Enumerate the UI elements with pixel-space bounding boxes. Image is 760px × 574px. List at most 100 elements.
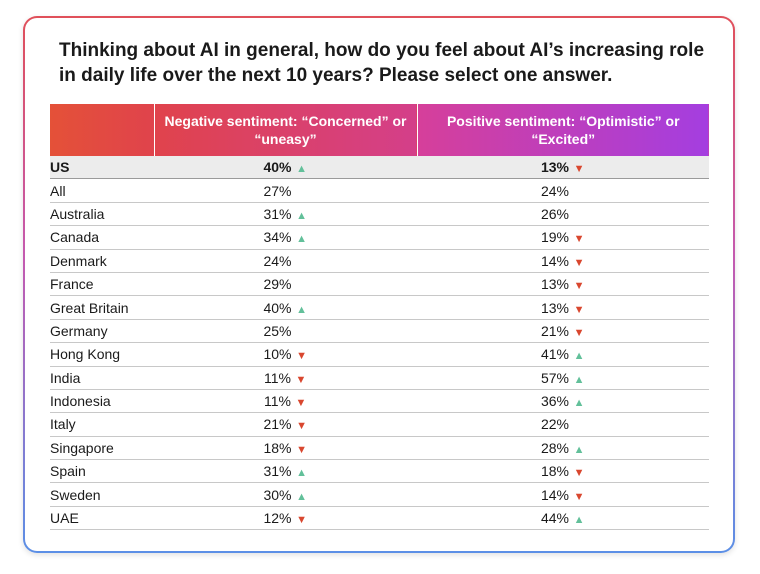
- positive-cell: 26%: [417, 202, 709, 227]
- negative-cell: 30% ▲: [154, 482, 417, 507]
- negative-value: 34%: [263, 229, 292, 246]
- arrow-down-icon: ▼: [573, 326, 585, 339]
- negative-cell: 24%: [154, 249, 417, 273]
- header-row: Negative sentiment: “Concerned” or “unea…: [50, 104, 709, 156]
- arrow-up-icon: ▲: [296, 233, 307, 246]
- table-row: US 40% ▲ 13% ▼: [50, 156, 709, 180]
- negative-cell: 25%: [154, 319, 417, 344]
- negative-cell: 40% ▲: [154, 295, 417, 320]
- positive-value: 18%: [540, 463, 570, 480]
- country-cell: Sweden: [50, 482, 154, 507]
- negative-cell: 11% ▼: [154, 389, 417, 414]
- negative-cell: 18% ▼: [154, 436, 417, 461]
- positive-cell: 14% ▼: [417, 249, 709, 273]
- positive-value: 13%: [540, 159, 570, 176]
- country-cell: Indonesia: [50, 389, 154, 414]
- country-cell: US: [50, 156, 154, 180]
- positive-value: 24%: [540, 182, 570, 199]
- positive-value: 14%: [540, 252, 570, 269]
- table-row: All 27% 24%: [50, 178, 709, 203]
- negative-value: 24%: [263, 252, 292, 269]
- header-positive: Positive sentiment: “Optimistic” or “Exc…: [416, 104, 709, 156]
- negative-value: 30%: [263, 486, 292, 503]
- negative-value: 11%: [264, 369, 291, 386]
- country-cell: Australia: [50, 202, 154, 227]
- positive-cell: 22%: [417, 412, 709, 437]
- card: Thinking about AI in general, how do you…: [25, 18, 733, 551]
- header-country: [50, 104, 154, 156]
- country-cell: Singapore: [50, 436, 154, 461]
- negative-value: 29%: [263, 276, 292, 293]
- negative-value: 11%: [264, 393, 291, 410]
- country-cell: Germany: [50, 319, 154, 344]
- country-cell: Spain: [50, 459, 154, 484]
- table-row: Australia 31% ▲ 26%: [50, 202, 709, 227]
- arrow-up-icon: ▲: [296, 163, 307, 176]
- arrow-up-icon: ▲: [296, 209, 307, 222]
- arrow-down-icon: ▼: [573, 233, 585, 246]
- arrow-down-icon: ▼: [573, 467, 585, 480]
- country-cell: All: [50, 178, 154, 203]
- table-row: Germany 25% 21% ▼: [50, 319, 709, 344]
- positive-cell: 57% ▲: [417, 366, 709, 390]
- negative-cell: 21% ▼: [154, 412, 417, 437]
- negative-value: 18%: [263, 439, 292, 456]
- arrow-down-icon: ▼: [295, 373, 307, 386]
- country-cell: India: [50, 366, 154, 390]
- arrow-down-icon: ▼: [573, 490, 585, 503]
- negative-value: 25%: [263, 322, 292, 339]
- table-row: Canada 34% ▲ 19% ▼: [50, 225, 709, 250]
- table-row: France 29% 13% ▼: [50, 272, 709, 297]
- arrow-down-icon: ▼: [296, 420, 307, 433]
- negative-value: 27%: [263, 182, 292, 199]
- country-cell: Great Britain: [50, 295, 154, 320]
- negative-cell: 34% ▲: [154, 225, 417, 250]
- arrow-down-icon: ▼: [295, 397, 307, 410]
- positive-value: 57%: [540, 369, 570, 386]
- negative-value: 40%: [263, 159, 292, 176]
- negative-cell: 27%: [154, 178, 417, 203]
- arrow-down-icon: ▼: [573, 256, 585, 269]
- arrow-up-icon: ▲: [573, 350, 585, 363]
- arrow-down-icon: ▼: [296, 350, 307, 363]
- arrow-down-icon: ▼: [573, 280, 585, 293]
- negative-cell: 12% ▼: [154, 506, 417, 531]
- negative-cell: 31% ▲: [154, 202, 417, 227]
- table-body: US 40% ▲ 13% ▼ All 27% 24% Australia 31% ▲ 26% Canad…: [50, 156, 709, 531]
- card-frame: Thinking about AI in general, how do you…: [23, 16, 735, 553]
- negative-value: 31%: [263, 205, 292, 222]
- table-row: Indonesia 11% ▼ 36% ▲: [50, 389, 709, 414]
- table-row: Hong Kong 10% ▼ 41% ▲: [50, 342, 709, 367]
- arrow-up-icon: ▲: [296, 467, 307, 480]
- arrow-up-icon: ▲: [573, 443, 585, 456]
- negative-value: 12%: [263, 510, 292, 527]
- negative-cell: 29%: [154, 272, 417, 297]
- arrow-up-icon: ▲: [296, 490, 307, 503]
- arrow-down-icon: ▼: [296, 443, 307, 456]
- positive-cell: 14% ▼: [417, 482, 709, 507]
- positive-cell: 19% ▼: [417, 225, 709, 250]
- positive-cell: 21% ▼: [417, 319, 709, 344]
- table-row: Singapore 18% ▼ 28% ▲: [50, 436, 709, 461]
- negative-value: 31%: [263, 463, 292, 480]
- country-cell: Hong Kong: [50, 342, 154, 367]
- negative-value: 40%: [263, 299, 292, 316]
- negative-cell: 40% ▲: [154, 156, 417, 180]
- positive-value: 19%: [540, 229, 570, 246]
- arrow-up-icon: ▲: [573, 514, 585, 527]
- positive-cell: 44% ▲: [417, 506, 709, 531]
- table-row: Spain 31% ▲ 18% ▼: [50, 459, 709, 484]
- positive-cell: 36% ▲: [417, 389, 709, 414]
- arrow-up-icon: ▲: [296, 303, 307, 316]
- chart-title: Thinking about AI in general, how do you…: [59, 40, 705, 86]
- table-row: India 11% ▼ 57% ▲: [50, 366, 709, 390]
- header-negative: Negative sentiment: “Concerned” or “unea…: [153, 104, 417, 156]
- table-row: UAE 12% ▼ 44% ▲: [50, 506, 709, 531]
- arrow-up-icon: ▲: [573, 373, 585, 386]
- positive-value: 28%: [540, 439, 570, 456]
- country-cell: UAE: [50, 506, 154, 531]
- country-cell: Denmark: [50, 249, 154, 273]
- arrow-down-icon: ▼: [573, 163, 585, 176]
- negative-value: 21%: [263, 416, 292, 433]
- positive-value: 41%: [540, 346, 570, 363]
